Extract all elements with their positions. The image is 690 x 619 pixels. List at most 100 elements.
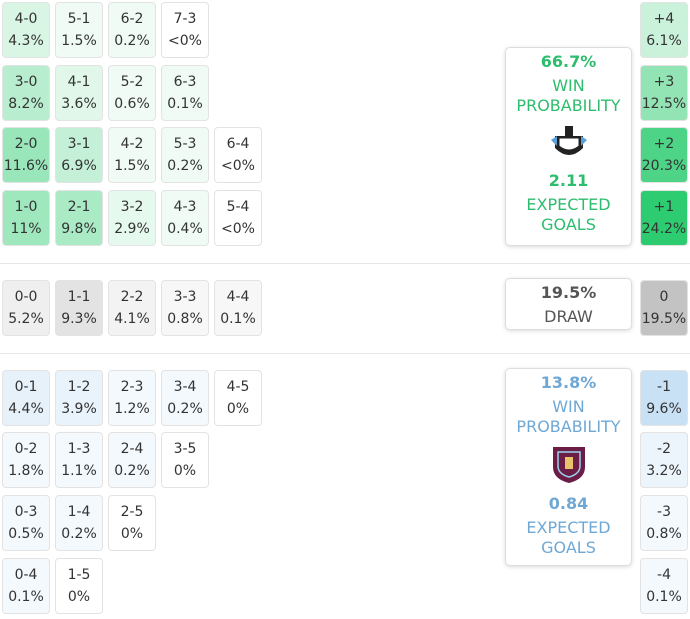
score: 0-0 <box>14 289 38 305</box>
score: +4 <box>653 11 675 27</box>
score-cell: +3 12.5% <box>640 65 688 121</box>
probability: 1.5% <box>61 33 97 49</box>
probability: 0.5% <box>8 526 44 542</box>
xg: 0.84 <box>548 494 589 513</box>
score-cell: 6-4 <0% <box>214 127 262 183</box>
score: 3-1 <box>67 136 91 152</box>
probability: 0% <box>173 463 197 479</box>
probability: 12.5% <box>641 96 687 112</box>
score-cell: 3-1 6.9% <box>55 127 103 183</box>
probability: 0.8% <box>167 311 203 327</box>
score-cell: 0-1 4.4% <box>2 370 50 426</box>
probability: 0.8% <box>646 526 682 542</box>
probability: 8.2% <box>8 96 44 112</box>
score: 3-2 <box>120 199 144 215</box>
draw-card: 19.5% DRAW <box>505 278 632 330</box>
probability: 3.2% <box>646 463 682 479</box>
score: 5-3 <box>173 136 197 152</box>
score-cell: 4-0 4.3% <box>2 2 50 58</box>
score: 4-5 <box>226 379 250 395</box>
probability: 0.4% <box>167 221 203 237</box>
probability: 9.8% <box>61 221 97 237</box>
score: 1-3 <box>67 441 91 457</box>
score-cell: 0-0 5.2% <box>2 280 50 336</box>
score: 0-4 <box>14 567 38 583</box>
score-cell: 0-2 1.8% <box>2 432 50 488</box>
probability: 24.2% <box>641 221 687 237</box>
probability: 1.8% <box>8 463 44 479</box>
score: +1 <box>653 199 675 215</box>
score: 6-4 <box>226 136 250 152</box>
xg-label: EXPECTED GOALS <box>526 518 611 557</box>
score: 5-2 <box>120 74 144 90</box>
probability: 0.2% <box>114 33 150 49</box>
score: -4 <box>657 567 671 583</box>
score: 2-0 <box>14 136 38 152</box>
score-cell: 3-3 0.8% <box>161 280 209 336</box>
probability: 0.2% <box>61 526 97 542</box>
score-cell: 1-3 1.1% <box>55 432 103 488</box>
score-cell: +2 20.3% <box>640 127 688 183</box>
score: 4-4 <box>226 289 250 305</box>
probability: 11.6% <box>3 158 49 174</box>
probability: 6.9% <box>61 158 97 174</box>
win-label: WIN PROBABILITY <box>516 76 621 115</box>
probability: 3.6% <box>61 96 97 112</box>
score: 1-4 <box>67 504 91 520</box>
score: 2-2 <box>120 289 144 305</box>
score: 6-3 <box>173 74 197 90</box>
probability: 0% <box>120 526 144 542</box>
score: 7-3 <box>173 11 197 27</box>
score-cell: 4-2 1.5% <box>108 127 156 183</box>
probability: 0.1% <box>8 589 44 605</box>
probability: <0% <box>168 33 202 49</box>
xg: 2.11 <box>548 171 589 190</box>
xg-label: EXPECTED GOALS <box>526 195 611 234</box>
score-cell: -3 0.8% <box>640 495 688 551</box>
draw-prob: 19.5% <box>540 283 597 302</box>
probability: <0% <box>221 158 255 174</box>
probability: 0.1% <box>220 311 256 327</box>
home-badge <box>550 126 587 155</box>
probability: 11% <box>10 221 42 237</box>
score: 3-5 <box>173 441 197 457</box>
score: 4-3 <box>173 199 197 215</box>
probability: 0.2% <box>167 158 203 174</box>
draw-label: DRAW <box>544 307 593 326</box>
separator <box>0 353 690 354</box>
score-cell: 2-2 4.1% <box>108 280 156 336</box>
probability: 0.2% <box>167 401 203 417</box>
score-cell: -4 0.1% <box>640 558 688 614</box>
score-cell: 2-5 0% <box>108 495 156 551</box>
score: 2-5 <box>120 504 144 520</box>
score-cell: 5-3 0.2% <box>161 127 209 183</box>
score-cell: +4 6.1% <box>640 2 688 58</box>
score: 2-3 <box>120 379 144 395</box>
score-cell: 0 19.5% <box>640 280 688 336</box>
score: 2-4 <box>120 441 144 457</box>
score: 5-1 <box>67 11 91 27</box>
score: 0-1 <box>14 379 38 395</box>
score-cell: 4-5 0% <box>214 370 262 426</box>
score-cell: 2-0 11.6% <box>2 127 50 183</box>
score-cell: 3-2 2.9% <box>108 190 156 246</box>
score: 0-2 <box>14 441 38 457</box>
score: 3-3 <box>173 289 197 305</box>
probability: 0% <box>67 589 91 605</box>
score-cell: 3-0 8.2% <box>2 65 50 121</box>
score-cell: +1 24.2% <box>640 190 688 246</box>
win-label: WIN PROBABILITY <box>516 397 621 436</box>
probability: 20.3% <box>641 158 687 174</box>
score-cell: 1-1 9.3% <box>55 280 103 336</box>
score-cell: 3-4 0.2% <box>161 370 209 426</box>
score: 2-1 <box>67 199 91 215</box>
score: -2 <box>657 441 671 457</box>
probability: 0.1% <box>167 96 203 112</box>
score-cell: 1-5 0% <box>55 558 103 614</box>
probability: 0.1% <box>646 589 682 605</box>
score: 1-2 <box>67 379 91 395</box>
win-prob: 66.7% <box>540 52 597 71</box>
probability: 4.4% <box>8 401 44 417</box>
probability: 6.1% <box>646 33 682 49</box>
score-cell: 2-4 0.2% <box>108 432 156 488</box>
